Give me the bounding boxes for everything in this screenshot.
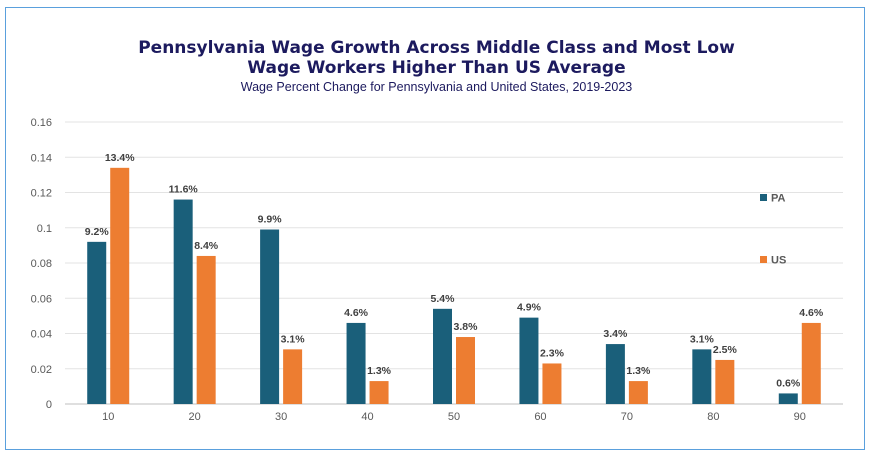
chart-title: Pennsylvania Wage Growth Across Middle C…: [0, 38, 873, 78]
x-tick-label: 30: [275, 411, 287, 423]
data-label: 4.6%: [799, 307, 824, 319]
bar-us: [283, 349, 303, 404]
bar-us: [456, 337, 475, 404]
y-tick-label: 0.06: [31, 293, 52, 305]
bar-us: [110, 167, 130, 404]
y-tick-label: 0.14: [31, 152, 52, 164]
x-tick-label: 90: [794, 411, 806, 423]
chart-title-line-2: Wage Workers Higher Than US Average: [247, 58, 626, 78]
y-tick-label: 0.08: [31, 258, 52, 270]
bar-pa: [692, 349, 712, 404]
data-label: 3.8%: [454, 321, 479, 333]
y-tick-label: 0.1: [37, 223, 52, 235]
data-label: 2.5%: [713, 344, 738, 356]
data-label: 4.9%: [517, 302, 542, 314]
data-label: 3.1%: [690, 333, 715, 345]
bar-pa: [605, 344, 625, 404]
data-label: 5.4%: [431, 293, 456, 305]
bar-pa: [346, 322, 366, 404]
legend-swatch-pa: [760, 194, 767, 201]
x-tick-label: 80: [707, 411, 719, 423]
bar-pa: [87, 241, 107, 404]
data-label: 3.4%: [603, 328, 628, 340]
legend-label-us: US: [771, 255, 786, 267]
bar-us: [715, 359, 735, 404]
x-tick-label: 10: [102, 411, 114, 423]
bar-us: [628, 381, 648, 404]
x-tick-label: 20: [189, 411, 201, 423]
data-label: 2.3%: [540, 347, 565, 359]
data-label: 9.2%: [85, 226, 110, 238]
y-tick-label: 0.04: [31, 329, 52, 341]
bar-us: [542, 363, 562, 404]
legend-label-pa: PA: [771, 193, 786, 205]
bar-pa: [433, 308, 452, 404]
bar-us: [196, 255, 216, 404]
data-label: 8.4%: [194, 240, 219, 252]
x-tick-label: 70: [621, 411, 633, 423]
data-label: 1.3%: [626, 365, 651, 377]
chart-title-line-1: Pennsylvania Wage Growth Across Middle C…: [138, 38, 735, 58]
x-tick-label: 60: [534, 411, 546, 423]
x-tick-label: 40: [361, 411, 373, 423]
data-label: 0.6%: [776, 377, 801, 389]
data-label: 13.4%: [105, 152, 135, 164]
bar-pa: [778, 393, 798, 404]
bar-pa: [173, 199, 193, 404]
data-label: 11.6%: [169, 184, 199, 196]
chart-subtitle: Wage Percent Change for Pennsylvania and…: [240, 80, 633, 94]
legend-swatch-us: [760, 256, 767, 263]
bar-pa: [519, 317, 539, 404]
y-tick-label: 0.02: [31, 364, 52, 376]
data-label: 9.9%: [258, 214, 283, 226]
y-tick-label: 0: [46, 399, 52, 411]
data-label: 4.6%: [344, 307, 369, 319]
x-tick-label: 50: [448, 411, 460, 423]
y-tick-label: 0.16: [31, 117, 52, 129]
data-label: 3.1%: [281, 333, 306, 345]
data-label: 1.3%: [367, 365, 392, 377]
y-tick-label: 0.12: [31, 188, 52, 200]
bar-pa: [260, 229, 280, 404]
bar-us: [801, 322, 821, 404]
bar-us: [369, 381, 389, 404]
